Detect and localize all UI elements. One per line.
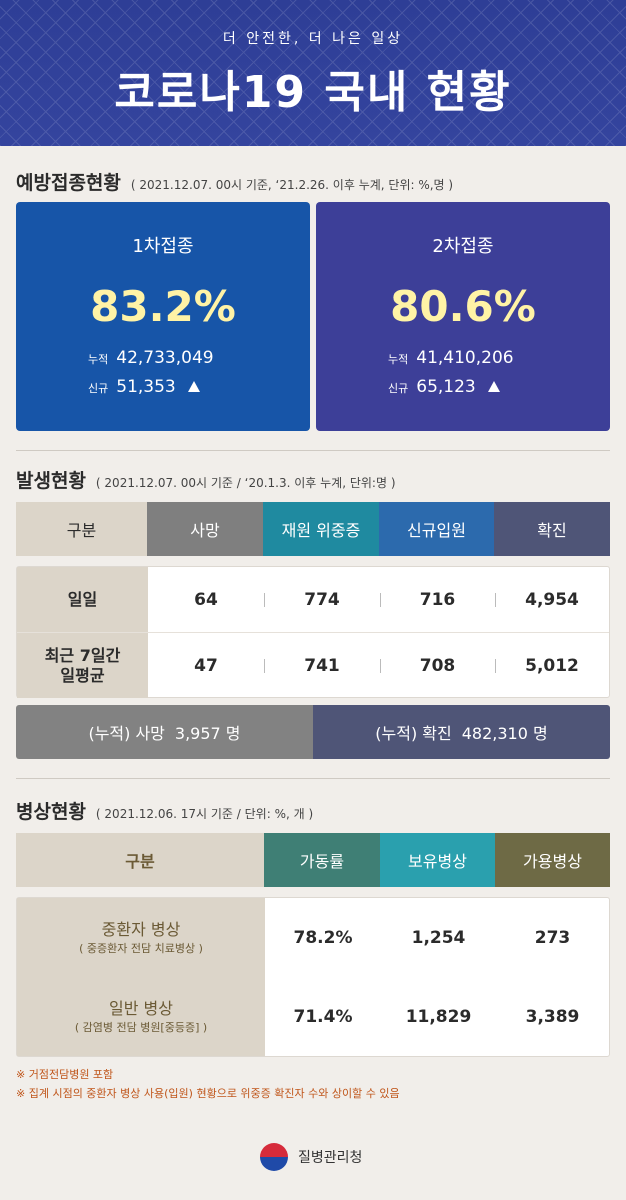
taegeuk-icon bbox=[260, 1143, 288, 1171]
second-dose-new: 신규 65,123 bbox=[388, 377, 500, 397]
cumulative-confirmed-value: 482,310 명 bbox=[461, 724, 548, 743]
row-label-sub: ( 중증환자 전담 치료병상 ) bbox=[79, 942, 203, 955]
vaccination-title: 예방접종현황 bbox=[16, 172, 121, 194]
confirmed-value: 4,954 bbox=[495, 567, 609, 632]
new-admission-value: 708 bbox=[380, 633, 495, 698]
header-category: 구분 bbox=[16, 502, 147, 556]
total-beds-value: 11,829 bbox=[405, 1007, 472, 1027]
first-dose-new: 신규 51,353 bbox=[88, 377, 200, 397]
occurrence-section-title: 발생현황 ( 2021.12.07. 00시 기준 / ‘20.1.3. 이후 … bbox=[16, 466, 396, 493]
beds-section-title: 병상현황 ( 2021.12.06. 17시 기준 / 단위: %, 개 ) bbox=[16, 797, 313, 824]
new-label: 신규 bbox=[88, 382, 109, 395]
footnote: ※ 거점전담병원 포함 bbox=[16, 1068, 114, 1081]
row-label-line2: 일평균 bbox=[60, 665, 105, 685]
total-beds-value: 1,254 bbox=[411, 928, 466, 948]
header-critical: 재원 위중증 bbox=[263, 502, 379, 556]
header-pattern bbox=[0, 0, 626, 146]
occurrence-table-header: 구분 사망 재원 위중증 신규입원 확진 bbox=[16, 502, 610, 556]
new-admission-value: 716 bbox=[380, 567, 495, 632]
header-total-beds: 보유병상 bbox=[380, 833, 495, 887]
up-triangle-icon bbox=[487, 381, 500, 392]
cumulative-value: 42,733,049 bbox=[116, 348, 214, 368]
table-row: 중환자 병상 ( 중증환자 전담 치료병상 ) 78.2% 1,254 273 bbox=[17, 898, 609, 978]
row-label-main: 중환자 병상 bbox=[101, 920, 181, 939]
cumulative-death-value: 3,957 명 bbox=[174, 724, 241, 743]
header-banner: 더 안전한, 더 나은 일상 코로나19 국내 현황 bbox=[0, 0, 626, 146]
header-new-admission: 신규입원 bbox=[379, 502, 494, 556]
beds-title: 병상현황 bbox=[16, 801, 86, 823]
occurrence-table-body: 일일 64 774 716 4,954 최근 7일간 일평균 47 741 70… bbox=[16, 566, 610, 698]
occupancy-rate-value: 71.4% bbox=[293, 1007, 353, 1027]
first-dose-cumulative: 누적 42,733,049 bbox=[88, 348, 214, 368]
header-subtitle: 더 안전한, 더 나은 일상 bbox=[222, 31, 404, 47]
table-row: 일일 64 774 716 4,954 bbox=[17, 567, 609, 633]
cumulative-confirmed: (누적) 확진 482,310 명 bbox=[313, 705, 610, 759]
header-death: 사망 bbox=[147, 502, 263, 556]
agency-logo: 질병관리청 bbox=[260, 1143, 362, 1171]
row-label-line1: 최근 7일간 bbox=[44, 645, 121, 665]
new-value: 65,123 bbox=[416, 377, 476, 397]
header-occupancy-rate: 가동률 bbox=[264, 833, 380, 887]
new-value: 51,353 bbox=[116, 377, 176, 397]
cumulative-death: (누적) 사망 3,957 명 bbox=[16, 705, 313, 759]
vaccination-note: ( 2021.12.07. 00시 기준, ‘21.2.26. 이후 누계, 단… bbox=[130, 178, 454, 192]
table-row: 일반 병상 ( 감염병 전담 병원[중등증] ) 71.4% 11,829 3,… bbox=[17, 978, 609, 1056]
occupancy-rate-value: 78.2% bbox=[293, 928, 353, 948]
cumulative-label: 누적 bbox=[88, 353, 109, 366]
new-label: 신규 bbox=[388, 382, 409, 395]
occurrence-title: 발생현황 bbox=[16, 470, 86, 492]
row-label: 중환자 병상 ( 중증환자 전담 치료병상 ) bbox=[17, 898, 265, 978]
first-dose-label: 1차접종 bbox=[132, 236, 194, 257]
cumulative-confirmed-label: (누적) 확진 bbox=[375, 724, 452, 743]
beds-table-body: 중환자 병상 ( 중증환자 전담 치료병상 ) 78.2% 1,254 273 … bbox=[16, 897, 610, 1057]
second-dose-cumulative: 누적 41,410,206 bbox=[388, 348, 514, 368]
section-divider bbox=[16, 778, 610, 779]
row-label: 최근 7일간 일평균 bbox=[17, 633, 148, 698]
second-dose-label: 2차접종 bbox=[432, 236, 494, 257]
row-label: 일반 병상 ( 감염병 전담 병원[중등증] ) bbox=[17, 978, 265, 1056]
cumulative-label: 누적 bbox=[388, 353, 409, 366]
row-label: 일일 bbox=[17, 567, 148, 632]
vaccination-section-title: 예방접종현황 ( 2021.12.07. 00시 기준, ‘21.2.26. 이… bbox=[16, 168, 453, 195]
available-beds-value: 273 bbox=[534, 928, 571, 948]
beds-note: ( 2021.12.06. 17시 기준 / 단위: %, 개 ) bbox=[95, 807, 314, 821]
first-dose-card: 1차접종 83.2% 누적 42,733,049 신규 51,353 bbox=[16, 202, 310, 431]
cumulative-bar: (누적) 사망 3,957 명 (누적) 확진 482,310 명 bbox=[16, 705, 610, 759]
section-divider bbox=[16, 450, 610, 451]
header-confirmed: 확진 bbox=[494, 502, 610, 556]
agency-name: 질병관리청 bbox=[298, 1150, 363, 1166]
second-dose-card: 2차접종 80.6% 누적 41,410,206 신규 65,123 bbox=[316, 202, 610, 431]
row-label-main: 일반 병상 bbox=[109, 999, 173, 1018]
table-row: 최근 7일간 일평균 47 741 708 5,012 bbox=[17, 633, 609, 698]
row-label-sub: ( 감염병 전담 병원[중등증] ) bbox=[74, 1021, 208, 1034]
occurrence-note: ( 2021.12.07. 00시 기준 / ‘20.1.3. 이후 누계, 단… bbox=[95, 476, 396, 490]
cumulative-death-label: (누적) 사망 bbox=[88, 724, 165, 743]
header-available-beds: 가용병상 bbox=[495, 833, 610, 887]
confirmed-value: 5,012 bbox=[495, 633, 609, 698]
beds-table-header: 구분 가동률 보유병상 가용병상 bbox=[16, 833, 610, 887]
critical-value: 774 bbox=[264, 567, 380, 632]
up-triangle-icon bbox=[187, 381, 200, 392]
header-category: 구분 bbox=[16, 833, 264, 887]
page-title: 코로나19 국내 현황 bbox=[114, 67, 512, 118]
first-dose-percent: 83.2% bbox=[90, 282, 236, 331]
footnote: ※ 집계 시점의 중환자 병상 사용(입원) 현황으로 위중증 확진자 수와 상… bbox=[16, 1087, 400, 1100]
available-beds-value: 3,389 bbox=[525, 1007, 580, 1027]
cumulative-value: 41,410,206 bbox=[416, 348, 514, 368]
death-value: 47 bbox=[194, 655, 218, 676]
death-value: 64 bbox=[194, 589, 218, 610]
critical-value: 741 bbox=[264, 633, 380, 698]
second-dose-percent: 80.6% bbox=[390, 282, 536, 331]
